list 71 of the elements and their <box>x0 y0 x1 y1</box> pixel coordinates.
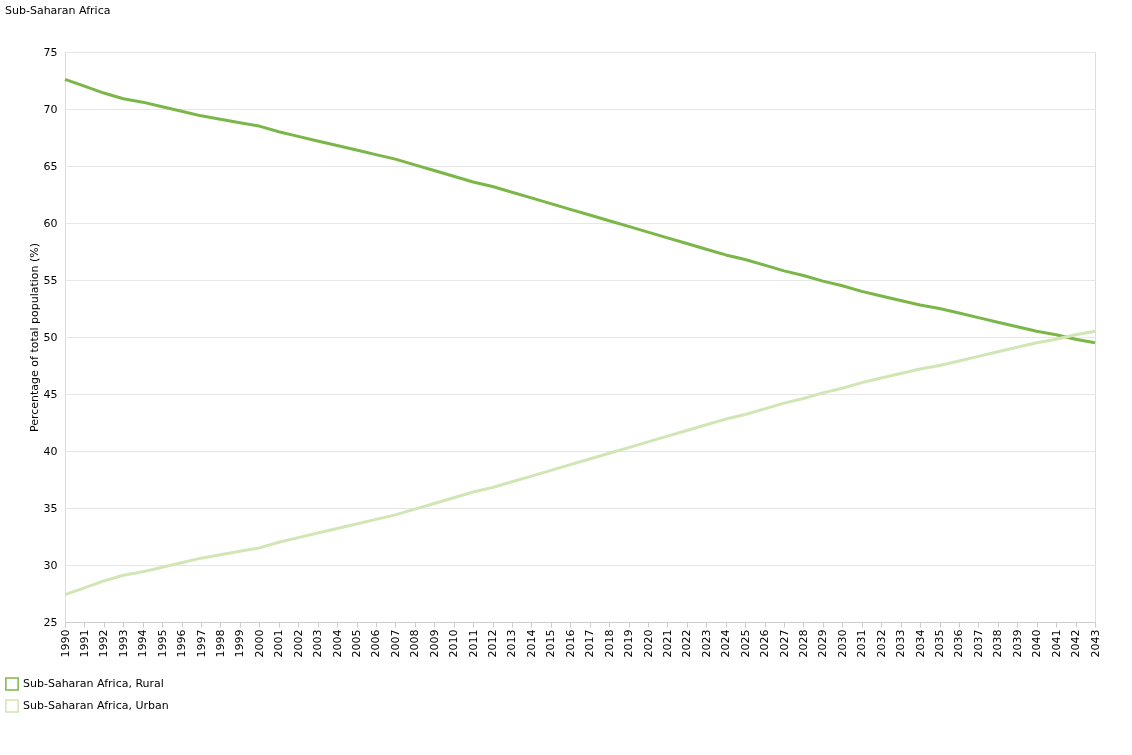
x-tick-label: 2006 <box>369 629 383 658</box>
x-tick-label: 2012 <box>486 629 500 658</box>
x-tick-label: 1993 <box>116 629 130 658</box>
x-tick-label: 2020 <box>641 629 655 658</box>
x-tick-label: 2026 <box>758 629 772 658</box>
x-tick-label: 2038 <box>991 629 1005 658</box>
y-axis-title: Percentage of total population (%) <box>27 242 41 433</box>
x-tick-label: 2041 <box>1049 629 1063 658</box>
x-tick-label: 2023 <box>699 629 713 658</box>
y-tick-label: 25 <box>43 615 58 629</box>
x-tick-label: 2030 <box>835 629 849 658</box>
x-tick-label: 2017 <box>583 629 597 658</box>
x-tick-label: 2036 <box>952 629 966 658</box>
x-tick-label: 1999 <box>233 629 247 658</box>
x-tick-label: 1991 <box>77 629 91 658</box>
y-tick-label: 70 <box>43 102 58 116</box>
line-series <box>63 77 1097 345</box>
x-tick-label: 2008 <box>408 629 422 658</box>
x-tick-label: 2032 <box>874 629 888 658</box>
y-tick-label: 75 <box>43 45 58 59</box>
x-tick-label: 2015 <box>544 629 558 658</box>
x-tick-label: 2016 <box>563 629 577 658</box>
x-tick-label: 2018 <box>602 629 616 658</box>
x-tick-label: 2004 <box>330 629 344 658</box>
y-tick-label: 55 <box>43 273 58 287</box>
x-tick-label: 2021 <box>660 629 674 658</box>
x-tick-label: 2031 <box>855 629 869 658</box>
x-tick-label: 2002 <box>291 629 305 658</box>
x-tick-label: 2019 <box>622 629 636 658</box>
x-tick-label: 2043 <box>1088 629 1102 658</box>
y-tick-label: 45 <box>43 387 58 401</box>
x-tick-label: 2003 <box>311 629 325 658</box>
x-tick-label: 2034 <box>913 629 927 658</box>
y-tick-label: 30 <box>43 558 58 572</box>
legend-label: Sub-Saharan Africa, Urban <box>23 699 169 712</box>
x-tick-label: 2024 <box>719 629 733 658</box>
x-tick-label: 1994 <box>136 629 150 658</box>
y-tick-label: 60 <box>43 216 58 230</box>
x-tick-label: 2005 <box>350 629 364 658</box>
x-tick-label: 2042 <box>1069 629 1083 658</box>
x-tick-label: 2040 <box>1030 629 1044 658</box>
y-tick-label: 35 <box>43 501 58 515</box>
x-tick-label: 2025 <box>738 629 752 658</box>
x-tick-label: 2035 <box>933 629 947 658</box>
y-tick-label: 50 <box>43 330 58 344</box>
x-tick-label: 1990 <box>58 629 72 658</box>
x-tick-label: 2022 <box>680 629 694 658</box>
x-tick-label: 2010 <box>447 629 461 658</box>
legend-label: Sub-Saharan Africa, Rural <box>23 677 164 690</box>
x-tick-label: 2009 <box>427 629 441 658</box>
x-tick-label: 1997 <box>194 629 208 658</box>
y-tick-label: 65 <box>43 159 58 173</box>
x-tick-label: 1992 <box>97 629 111 658</box>
x-tick-label: 2033 <box>894 629 908 658</box>
x-tick-label: 1998 <box>213 629 227 658</box>
x-tick-label: 2039 <box>1010 629 1024 658</box>
x-tick-label: 2037 <box>971 629 985 658</box>
x-tick-label: 1996 <box>175 629 189 658</box>
x-tick-label: 2013 <box>505 629 519 658</box>
x-tick-label: 2028 <box>796 629 810 658</box>
x-tick-label: 2029 <box>816 629 830 658</box>
x-tick-label: 2014 <box>524 629 538 658</box>
x-tick-label: 2027 <box>777 629 791 658</box>
line-series <box>63 329 1097 597</box>
x-tick-label: 2007 <box>388 629 402 658</box>
x-tick-label: 1995 <box>155 629 169 658</box>
y-tick-label: 40 <box>43 444 58 458</box>
chart-title: Sub-Saharan Africa <box>5 4 111 17</box>
x-tick-label: 2011 <box>466 629 480 658</box>
x-tick-label: 2000 <box>252 629 266 658</box>
x-tick-label: 2001 <box>272 629 286 658</box>
